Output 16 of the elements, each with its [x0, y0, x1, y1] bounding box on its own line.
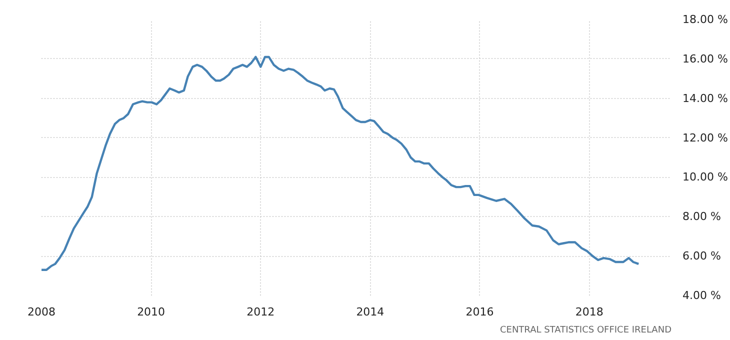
y-tick-label: 6.00 % [682, 250, 721, 263]
y-tick-label: 10.00 % [682, 170, 728, 184]
text: CENTRAL STATISTICS OFFICE IRELAND [500, 326, 672, 336]
y-tick-label: 4.00 % [682, 289, 721, 302]
x-tick-label: 2010 [137, 306, 166, 318]
x-tick-label: 2008 [28, 306, 56, 318]
x-tick-label: 2014 [356, 306, 384, 318]
y-tick-label: 16.00 % [682, 52, 728, 66]
line-series [42, 56, 640, 271]
y-tick-label: 14.00 % [682, 92, 728, 105]
y-tick-label: 18.00 % [682, 13, 728, 26]
y-tick-label: 12.00 % [682, 131, 728, 144]
y-tick-label: 8.00 % [682, 210, 721, 224]
x-tick-label: 2016 [466, 306, 494, 318]
x-tick-label: 2012 [246, 306, 275, 318]
x-tick-label: 2018 [575, 306, 604, 318]
